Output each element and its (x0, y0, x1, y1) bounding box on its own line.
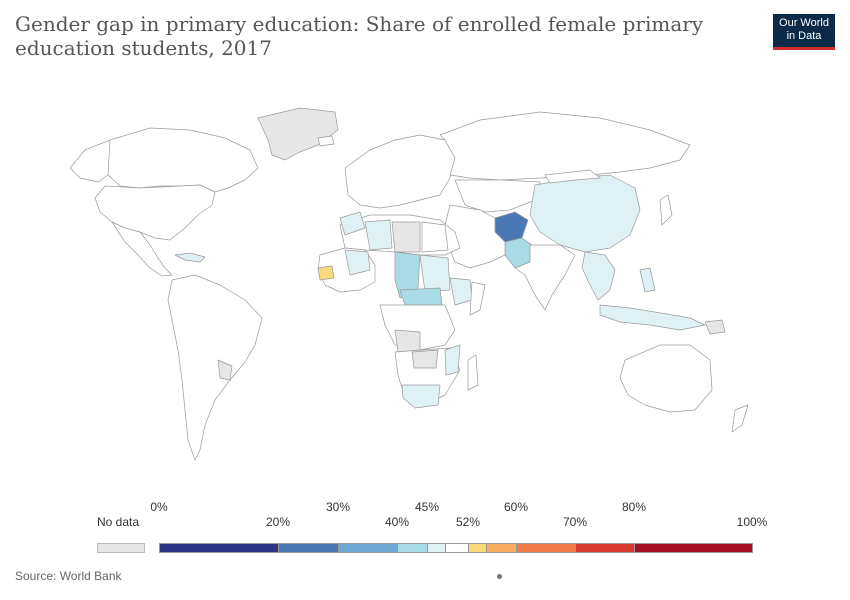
timeline-dot[interactable] (497, 574, 502, 579)
legend-nodata-swatch[interactable] (97, 543, 145, 553)
country-libya (391, 221, 421, 253)
legend-label-bottom-8: 70% (562, 515, 588, 529)
country-ethiopia (449, 277, 473, 306)
country-madagascar (467, 354, 479, 391)
region-central-asia (454, 179, 541, 213)
country-mexico (111, 221, 173, 277)
source-note: Source: World Bank (15, 569, 122, 583)
legend-bin-7[interactable] (486, 543, 516, 553)
country-south-america (167, 274, 263, 461)
country-png (704, 319, 726, 335)
country-india (514, 244, 576, 311)
country-algeria (364, 219, 393, 251)
country-mali (344, 249, 371, 276)
legend-bin-0[interactable] (159, 543, 278, 553)
country-zambia (411, 349, 439, 369)
country-iceland (317, 135, 335, 147)
country-morocco (339, 211, 366, 236)
legend-label-bottom-10: 100% (736, 515, 768, 529)
country-bolivia (217, 359, 233, 381)
legend-label-top-7: 60% (503, 500, 529, 514)
legend-label-bottom-3: 40% (384, 515, 410, 529)
legend-label-top-4: 45% (414, 500, 440, 514)
logo-line-2: in Data (786, 30, 822, 42)
owid-logo[interactable]: Our World in Data (773, 14, 835, 50)
country-greenland (257, 107, 339, 161)
country-caribbean (174, 252, 206, 263)
region-southeast-asia (581, 251, 616, 301)
legend-bin-8[interactable] (516, 543, 575, 553)
legend-label-top-0: 0% (150, 500, 168, 514)
legend-label-bottom-5: 52% (455, 515, 481, 529)
country-philippines (639, 267, 656, 293)
country-egypt (421, 221, 449, 253)
legend-bin-2[interactable] (338, 543, 397, 553)
country-japan (659, 194, 673, 226)
legend-bin-1[interactable] (278, 543, 338, 553)
country-mozambique (444, 344, 461, 376)
country-australia (619, 344, 713, 413)
legend-nodata-label: No data (97, 515, 140, 529)
country-car (399, 287, 443, 306)
country-alaska (69, 139, 111, 183)
region-europe (344, 134, 456, 209)
logo-line-1: Our World (779, 17, 829, 29)
legend-bin-3[interactable] (397, 543, 427, 553)
legend-bin-6[interactable] (468, 543, 486, 553)
legend-bin-9[interactable] (575, 543, 634, 553)
country-indonesia (599, 304, 706, 331)
country-somalia (469, 281, 486, 316)
country-senegal (317, 265, 335, 281)
legend-bin-10[interactable] (634, 543, 753, 553)
country-canada (104, 127, 259, 193)
country-new-zealand (731, 404, 749, 433)
country-usa (94, 184, 216, 241)
legend-label-top-9: 80% (621, 500, 647, 514)
country-drc (394, 329, 421, 353)
world-map[interactable] (0, 60, 850, 470)
country-russia (439, 111, 691, 181)
legend-label-bottom-1: 20% (265, 515, 291, 529)
chart-title: Gender gap in primary education: Share o… (15, 12, 704, 60)
country-sudan (419, 254, 451, 293)
country-south-africa (401, 384, 441, 409)
legend-bin-4[interactable] (427, 543, 445, 553)
legend-bin-5[interactable] (445, 543, 468, 553)
country-china (529, 174, 641, 253)
legend-label-top-2: 30% (325, 500, 351, 514)
country-mongolia (544, 169, 601, 184)
